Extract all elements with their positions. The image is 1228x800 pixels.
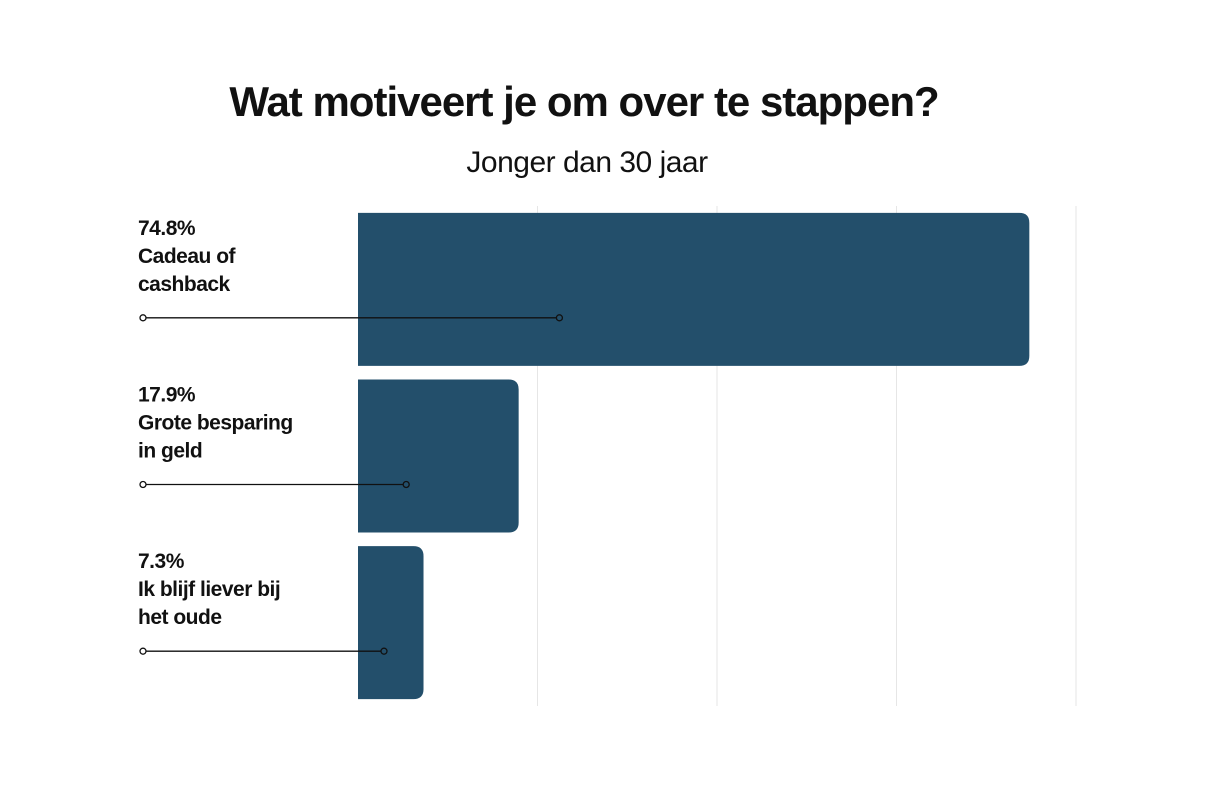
chart-title: Wat motiveert je om over te stappen? [229, 78, 939, 125]
leader-end-dot [402, 480, 410, 489]
category-label: cashback [138, 273, 231, 296]
leader-start-dot [139, 480, 147, 489]
leader-end-dot [380, 647, 388, 655]
bars [358, 212, 1030, 700]
category-label: Cadeau of [138, 245, 237, 268]
value-label: 17.9% [138, 384, 196, 407]
leader-start-dot [139, 647, 147, 655]
bar [358, 379, 519, 533]
value-label: 74.8% [138, 217, 196, 240]
leader-start-dot [139, 314, 147, 322]
category-label: het oude [138, 606, 222, 629]
category-label: in geld [138, 440, 202, 463]
category-label: Grote besparing [138, 412, 293, 435]
value-label: 7.3% [138, 550, 185, 573]
bar [358, 212, 1030, 366]
leader-end-dot [555, 314, 564, 322]
category-label: Ik blijf liever bij [138, 578, 280, 601]
chart-subtitle: Jonger dan 30 jaar [466, 146, 708, 179]
bar [358, 546, 424, 700]
bar-labels: 74.8% Cadeau of cashback 17.9% Grote bespari… [138, 217, 564, 655]
